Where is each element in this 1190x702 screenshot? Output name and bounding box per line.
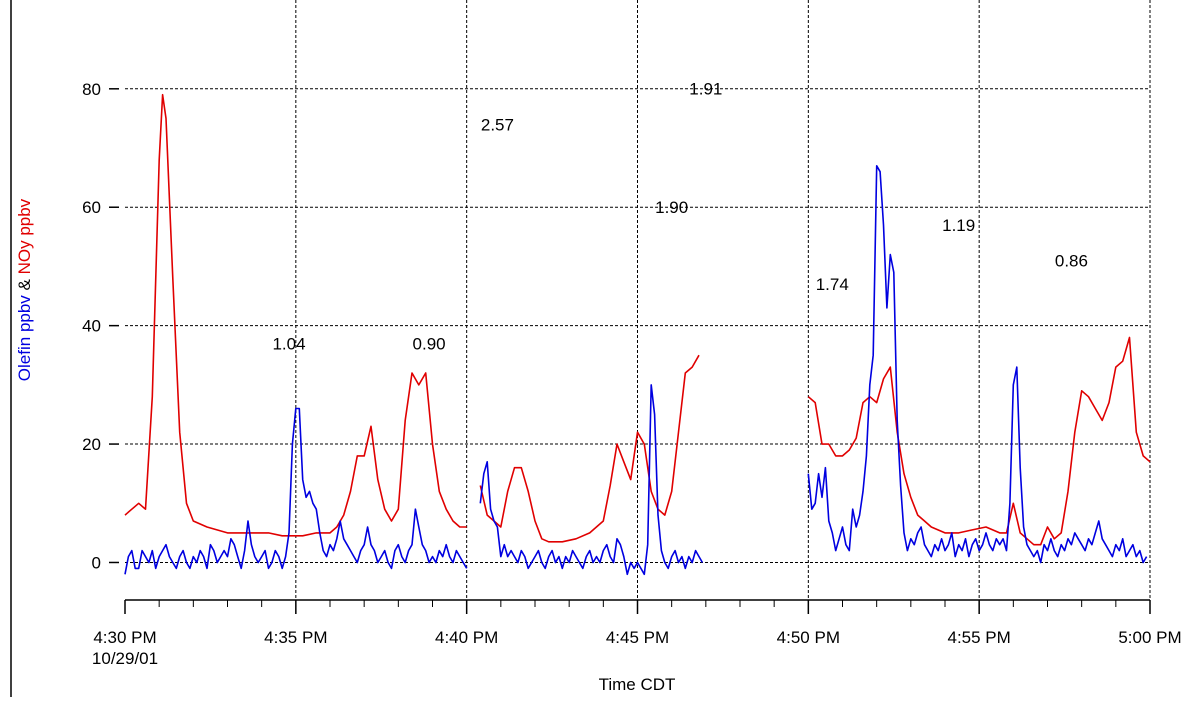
y-axis-title-connector: & (15, 274, 34, 290)
ratio-annotation: 1.19 (942, 216, 975, 235)
ratio-annotation: 1.90 (655, 198, 688, 217)
y-tick-label: 60 (82, 198, 101, 217)
y-tick-label: 0 (92, 553, 101, 572)
ratio-annotation: 1.74 (816, 275, 849, 294)
olefin-series-line (479, 384, 704, 576)
grid-layer (125, 0, 1151, 598)
x-tick-label: 4:50 PM (777, 628, 840, 647)
y-axis-title-noy: NOy ppbv (15, 198, 34, 274)
x-tick-label: 4:30 PM (93, 628, 156, 647)
x-tick-label: 5:00 PM (1118, 628, 1181, 647)
noy-series-line (807, 336, 1151, 546)
x-axis-title: Time CDT (599, 675, 676, 694)
y-axis-title-olefin: Olefin ppbv (15, 290, 34, 381)
series-layer (124, 93, 1151, 576)
noy-series-line (479, 354, 700, 543)
ratio-annotation: 0.86 (1055, 251, 1088, 270)
y-tick-label: 80 (82, 80, 101, 99)
axis-layer (10, 0, 1151, 697)
olefin-series-line (124, 407, 468, 575)
x-tick-label: 4:45 PM (606, 628, 669, 647)
ratio-annotation: 1.91 (689, 80, 722, 99)
y-tick-label: 20 (82, 435, 101, 454)
ratio-annotation: 0.90 (413, 334, 446, 353)
noy-series-line (124, 93, 467, 537)
x-tick-label: 4:40 PM (435, 628, 498, 647)
label-layer: 0 20 40 60 80 4:30 PM 10/29/01 4:35 PM 4:40 PM 4:… (82, 80, 1182, 668)
ratio-annotation: 2.57 (481, 115, 514, 134)
x-tick-label: 4:35 PM (264, 628, 327, 647)
ratio-annotation: 1.04 (272, 334, 305, 353)
olefin-series-line (807, 165, 1148, 564)
y-axis-title: Olefin ppbv & NOy ppbv (15, 198, 34, 381)
y-tick-label: 40 (82, 317, 101, 336)
x-tick-sublabel: 10/29/01 (92, 649, 158, 668)
x-tick-label: 4:55 PM (948, 628, 1011, 647)
